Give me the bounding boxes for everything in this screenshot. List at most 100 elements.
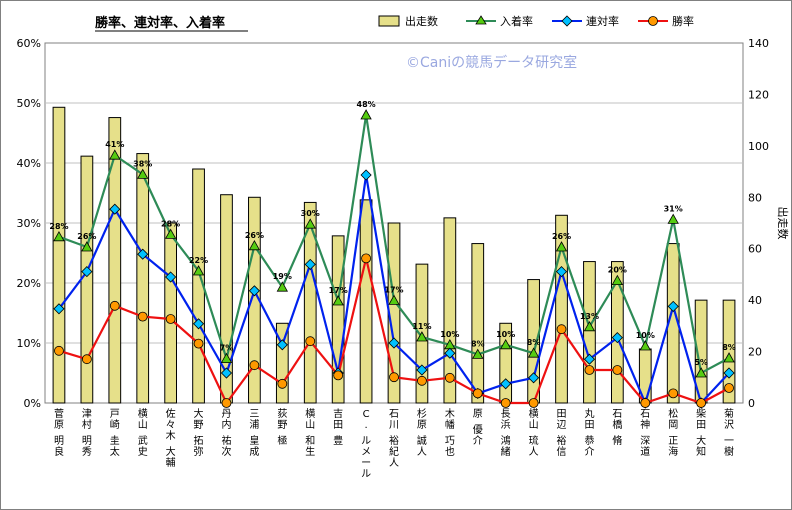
point-rentai — [723, 367, 735, 379]
point-rentai — [500, 378, 512, 390]
data-label-place: 7% — [220, 344, 234, 353]
point-win — [584, 365, 595, 375]
category-label: 柴田 大知 — [696, 407, 706, 458]
point-place — [611, 274, 624, 285]
point-win — [696, 398, 707, 408]
data-label-place: 28% — [161, 219, 180, 228]
point-rentai — [528, 372, 540, 384]
legend: 出走数 入着率 連対率 勝率 — [378, 14, 694, 28]
data-label-place: 17% — [384, 285, 403, 294]
y-tick-label: 20% — [17, 277, 41, 290]
category-label: 丹内 祐次 — [221, 408, 231, 458]
y2-tick-label: 140 — [748, 37, 769, 50]
point-place — [723, 352, 735, 363]
point-place — [583, 320, 596, 332]
point-win — [54, 345, 64, 356]
point-place — [137, 168, 149, 179]
legend-label-place: 入着率 — [500, 14, 533, 28]
bar-starts — [52, 106, 66, 404]
data-label-place: 8% — [527, 338, 541, 347]
data-label-place: 41% — [105, 140, 124, 149]
point-rentai — [555, 266, 568, 278]
point-rentai — [304, 258, 316, 270]
axis-layer: 0% 10% 20% 30% 40% 50% 60% 0 20 40 60 80 100 120 140 菅原… — [17, 37, 769, 480]
data-label-place: 28% — [49, 222, 68, 231]
y2-tick-label: 40 — [748, 294, 762, 307]
point-win — [193, 338, 204, 349]
point-win — [109, 300, 120, 311]
point-rentai — [165, 271, 177, 283]
point-place — [639, 340, 651, 351]
data-label-place: 8% — [722, 343, 736, 352]
category-label: 石神 深道 — [640, 409, 650, 458]
category-label: 原 優介 — [473, 408, 483, 447]
point-place — [304, 218, 316, 229]
legend-swatch-place-marker — [475, 15, 487, 25]
data-label-place: 10% — [440, 330, 459, 339]
legend-label-bar: 出走数 — [405, 14, 438, 28]
data-label-place: 11% — [412, 322, 431, 331]
data-label-place: 22% — [189, 256, 208, 265]
point-place — [527, 347, 540, 358]
bar-starts — [471, 243, 485, 404]
point-win — [612, 365, 623, 375]
y-tick-label: 0% — [24, 397, 41, 410]
point-place — [472, 348, 484, 359]
point-win — [361, 253, 371, 264]
point-place — [220, 352, 233, 363]
legend-swatch-win-marker — [648, 16, 658, 26]
category-label: 横山 和生 — [305, 407, 315, 458]
y-tick-label: 10% — [17, 337, 41, 350]
y-tick-label: 50% — [17, 97, 41, 110]
label-layer: 28% 26% 41% 38% 28% 22% 7% 26% 19% 30% 17% 48% 17% 11… — [49, 100, 735, 367]
category-label: 佐々木 大輔 — [166, 408, 176, 469]
data-label-place: 38% — [133, 159, 152, 168]
point-place — [667, 213, 679, 224]
point-place — [388, 294, 400, 305]
point-win — [277, 378, 288, 389]
category-label: 津村 明秀 — [82, 408, 92, 458]
data-label-place: 10% — [636, 331, 655, 340]
y-tick-label: 40% — [17, 157, 41, 170]
category-label: 木幡 巧也 — [445, 408, 455, 458]
category-label: 石橋 脩 — [612, 409, 622, 447]
point-rentai — [109, 203, 121, 215]
point-place — [500, 338, 512, 350]
bar-starts — [443, 217, 457, 404]
point-rentai — [137, 248, 149, 260]
data-label-place: 5% — [694, 358, 708, 367]
bar-starts — [136, 153, 150, 404]
category-label: 大野 拓弥 — [194, 407, 204, 458]
data-label-place: 48% — [357, 100, 376, 109]
y2-tick-label: 60 — [748, 243, 762, 256]
category-label: 石川 裕紀人 — [389, 409, 399, 469]
bar-starts — [275, 322, 289, 404]
point-win — [668, 388, 679, 399]
point-rentai — [360, 169, 372, 181]
data-label-place: 19% — [273, 272, 292, 281]
bar-starts — [583, 261, 596, 404]
chart-title: 勝率、連対率、入着率 — [95, 15, 225, 31]
point-rentai — [220, 367, 233, 379]
category-label: 三浦 皇成 — [249, 409, 259, 458]
point-win — [472, 388, 483, 399]
point-rentai — [416, 364, 428, 376]
point-win — [389, 372, 399, 383]
point-place — [109, 149, 121, 160]
point-place — [192, 265, 205, 276]
point-win — [249, 360, 260, 371]
y2-axis-title: 出走数 — [776, 207, 790, 240]
legend-label-win: 勝率 — [672, 14, 694, 28]
category-label: 松岡 正海 — [668, 407, 678, 458]
point-win — [500, 398, 511, 408]
point-rentai — [444, 347, 456, 359]
point-rentai — [81, 266, 93, 278]
point-win — [444, 372, 455, 383]
point-place — [555, 241, 568, 252]
y2-tick-label: 80 — [748, 191, 762, 204]
data-label-place: 13% — [580, 312, 599, 321]
y-tick-label: 30% — [17, 217, 41, 230]
y2-tick-label: 120 — [748, 88, 769, 101]
